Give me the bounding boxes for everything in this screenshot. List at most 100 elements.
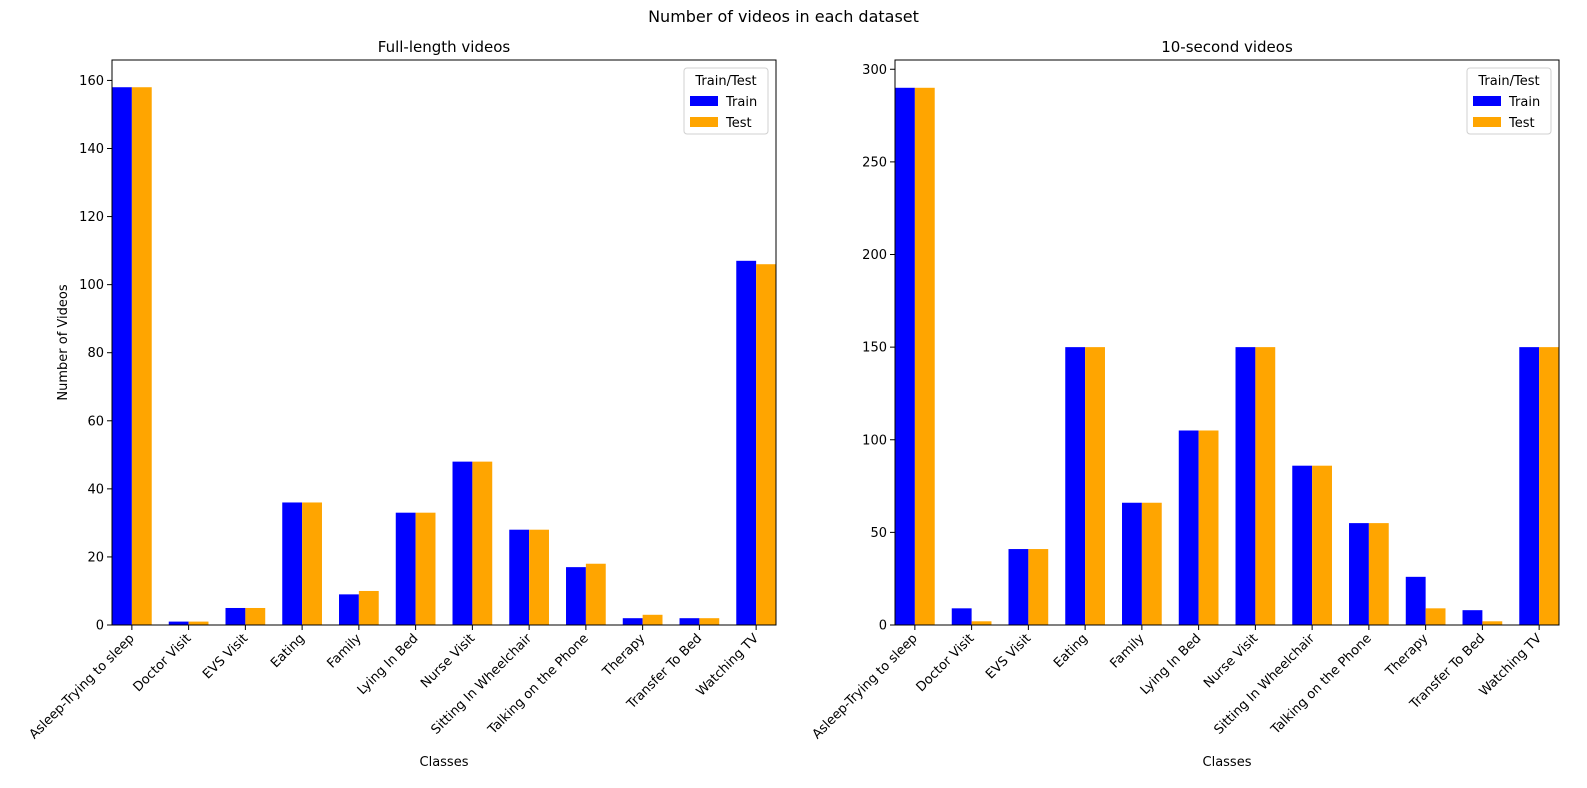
bar-train-7: [1235, 347, 1256, 625]
bar-test-6: [1198, 430, 1219, 625]
bar-test-3: [245, 607, 266, 625]
bar-train-9: [566, 567, 586, 625]
bar-test-2: [188, 621, 209, 625]
legend-swatch-test: [690, 117, 718, 127]
legend-label-train: Train: [1508, 95, 1540, 110]
bar-train-3: [1008, 549, 1029, 625]
legend-label-train: Train: [725, 95, 757, 110]
bar-test-7: [472, 461, 493, 625]
bar-test-11: [699, 618, 720, 625]
x-tick-label: Doctor Visit: [914, 631, 978, 695]
x-axis-label: Classes: [420, 755, 469, 770]
bar-test-11: [1482, 621, 1503, 625]
bar-train-6: [395, 512, 416, 625]
legend: Train/Test Train Test: [683, 67, 769, 135]
bar-test-5: [358, 590, 379, 625]
y-tick-label: 150: [862, 341, 887, 356]
y-tick-label: 200: [862, 248, 887, 263]
legend-title: Train/Test: [1477, 74, 1539, 89]
legend-swatch-train: [690, 96, 718, 106]
bar-train-6: [1178, 430, 1199, 625]
bar-train-2: [951, 608, 972, 625]
y-tick-label: 100: [79, 278, 104, 293]
bar-test-4: [1085, 347, 1105, 625]
axes-frame: [894, 59, 1560, 626]
chart-title: Full-length videos: [378, 38, 511, 56]
bar-train-4: [1065, 347, 1086, 625]
y-tick-label: 0: [96, 619, 104, 634]
x-axis-label: Classes: [1203, 755, 1252, 770]
x-tick-label: Eating: [1051, 631, 1091, 671]
x-tick-label: Family: [325, 631, 365, 671]
y-tick-label: 0: [879, 619, 887, 634]
bar-train-1: [112, 87, 132, 626]
bar-train-2: [168, 621, 189, 625]
legend-label-test: Test: [1508, 116, 1535, 131]
x-tick-label: Sitting In Wheelchair: [429, 631, 536, 738]
x-tick-label: Family: [1108, 631, 1148, 671]
bar-test-8: [529, 529, 549, 625]
y-axis-label: Number of Videos: [56, 284, 71, 400]
bar-test-7: [1255, 347, 1276, 625]
y-tick-label: 250: [862, 155, 887, 170]
bar-test-9: [1368, 523, 1389, 625]
x-tick-label: EVS Visit: [200, 631, 251, 682]
bar-train-1: [895, 87, 915, 626]
bar-train-3: [225, 607, 246, 625]
bar-train-9: [1349, 523, 1369, 625]
x-tick-label: Nurse Visit: [418, 631, 478, 691]
x-tick-label: Doctor Visit: [131, 631, 195, 695]
chart-panel-2: 0 50 100 150 200 250 300 Asleep-Trying to sleep…: [810, 38, 1560, 770]
bar-train-7: [452, 461, 473, 625]
bar-test-1: [914, 87, 935, 626]
chart-title: 10-second videos: [1161, 38, 1293, 56]
x-tick-label: Lying In Bed: [1138, 631, 1205, 698]
x-tick-label: Eating: [268, 631, 308, 671]
x-tick-label: EVS Visit: [983, 631, 1034, 682]
bar-train-11: [679, 618, 700, 625]
bar-train-11: [1462, 610, 1483, 625]
bar-train-5: [339, 594, 359, 625]
bar-test-9: [585, 563, 606, 625]
bar-test-3: [1028, 549, 1049, 625]
x-tick-label: Sitting In Wheelchair: [1212, 631, 1319, 738]
legend-label-test: Test: [725, 116, 752, 131]
bar-test-8: [1312, 465, 1332, 625]
bar-test-12: [756, 264, 776, 625]
x-tick-label: Asleep-Trying to sleep: [27, 631, 138, 742]
bar-train-12: [736, 260, 757, 625]
x-tick-label: Nurse Visit: [1201, 631, 1261, 691]
x-tick-label: Talking on the Phone: [1268, 631, 1375, 738]
bar-test-5: [1141, 502, 1162, 625]
bar-train-10: [1405, 576, 1426, 625]
bar-test-6: [415, 512, 436, 625]
y-tick-label: 140: [79, 142, 104, 157]
bar-test-10: [642, 614, 663, 625]
bar-train-4: [282, 502, 303, 625]
bar-test-10: [1425, 608, 1446, 625]
x-tick-label: Therapy: [599, 631, 648, 680]
bar-train-5: [1122, 502, 1142, 625]
figure-title: Number of videos in each dataset: [648, 7, 919, 26]
legend: Train/Test Train Test: [1466, 67, 1552, 135]
legend-swatch-test: [1473, 117, 1501, 127]
y-tick-label: 60: [87, 414, 104, 429]
x-tick-label: Lying In Bed: [355, 631, 422, 698]
y-tick-label: 160: [79, 74, 104, 89]
y-tick-label: 80: [87, 346, 104, 361]
x-tick-label: Talking on the Phone: [485, 631, 592, 738]
bar-train-8: [509, 529, 530, 625]
legend-title: Train/Test: [694, 74, 756, 89]
bar-train-10: [622, 618, 643, 625]
bar-train-12: [1519, 347, 1540, 625]
bar-test-1: [131, 87, 152, 626]
y-tick-label: 20: [87, 550, 104, 565]
legend-swatch-train: [1473, 96, 1501, 106]
y-tick-label: 300: [862, 63, 887, 78]
bar-train-8: [1292, 465, 1313, 625]
bar-test-2: [971, 621, 992, 625]
y-tick-label: 40: [87, 482, 104, 497]
axes-frame: [111, 59, 777, 626]
x-tick-label: Therapy: [1382, 631, 1431, 680]
